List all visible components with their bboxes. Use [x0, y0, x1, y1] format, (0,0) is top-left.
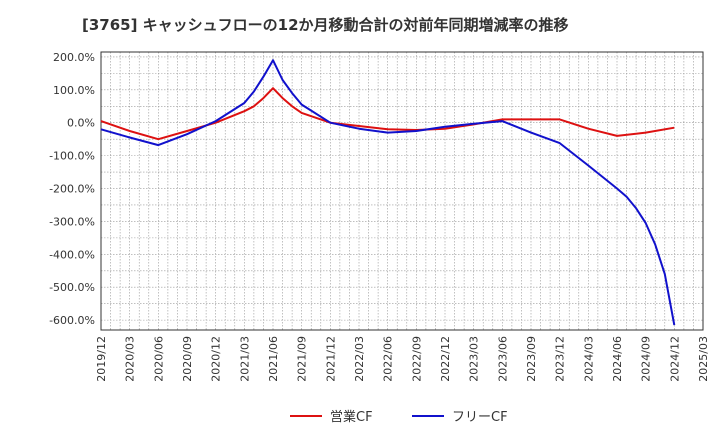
x-tick-label: 2022/12: [439, 336, 452, 382]
y-tick-label: 100.0%: [53, 84, 95, 97]
x-tick-label: 2022/03: [353, 336, 366, 382]
y-tick-label: -500.0%: [49, 281, 95, 294]
series-lines: [100, 59, 676, 326]
x-tick-label: 2021/06: [267, 336, 280, 382]
y-tick-label: 0.0%: [67, 117, 95, 130]
x-tick-label: 2024/12: [668, 336, 681, 382]
x-tick-label: 2024/03: [582, 336, 595, 382]
y-tick-label: -400.0%: [49, 248, 95, 261]
x-tick-label: 2022/09: [410, 336, 423, 382]
legend: 営業CF フリーCF: [290, 409, 508, 425]
y-tick-label: -600.0%: [49, 314, 95, 327]
x-tick-label: 2023/09: [525, 336, 538, 382]
grid-lines: [100, 52, 704, 330]
x-tick-label: 2020/09: [181, 336, 194, 382]
y-tick-label: -200.0%: [49, 183, 95, 196]
x-tick-label: 2020/03: [124, 336, 137, 382]
x-axis-ticks: 2019/12 2020/03 2020/06 2020/09 2020/12 2021/…: [95, 336, 710, 382]
chart-title: [3765] キャッシュフローの12か月移動合計の対前年同期増減率の推移: [82, 16, 569, 34]
x-tick-label: 2023/12: [554, 336, 567, 382]
y-axis-ticks: 200.0% 100.0% 0.0% -100.0% -200.0% -300.0% -40…: [49, 51, 95, 327]
y-tick-label: 200.0%: [53, 51, 95, 64]
x-tick-label: 2021/09: [296, 336, 309, 382]
plot-frame: [100, 51, 704, 331]
x-tick-label: 2021/03: [238, 336, 251, 382]
x-tick-label: 2024/06: [611, 336, 624, 382]
x-tick-label: 2023/03: [468, 336, 481, 382]
x-tick-label: 2022/06: [382, 336, 395, 382]
legend-label-2: フリーCF: [452, 410, 508, 425]
series-line-2: [100, 59, 676, 326]
x-tick-label: 2020/12: [210, 336, 223, 382]
x-tick-label: 2020/06: [152, 336, 165, 382]
y-tick-label: -300.0%: [49, 215, 95, 228]
x-tick-label: 2023/06: [496, 336, 509, 382]
x-tick-label: 2021/12: [324, 336, 337, 382]
series-line-1: [100, 87, 675, 141]
x-tick-label: 2025/03: [697, 336, 710, 382]
x-tick-label: 2024/09: [640, 336, 653, 382]
x-tick-label: 2019/12: [95, 336, 108, 382]
legend-label-1: 営業CF: [330, 409, 373, 425]
y-tick-label: -100.0%: [49, 150, 95, 163]
